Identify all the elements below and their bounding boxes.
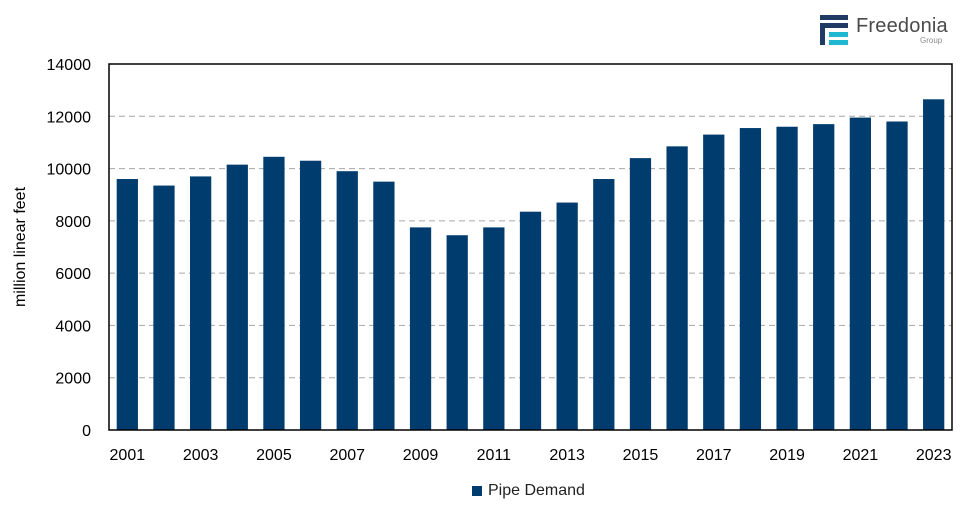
bar-2016 [666,146,688,430]
y-tick-label: 6000 [55,266,91,283]
bar-2017 [703,134,725,431]
bar-2022 [886,121,908,430]
logo-wordmark: Freedonia [856,15,948,37]
bar-2008 [373,181,395,430]
bar-2009 [409,227,432,430]
y-tick-label: 10000 [47,162,92,179]
x-tick-label: 2007 [329,447,365,464]
x-axis-ticks: 2001 2003 2005 2007 2009 2011 2013 2015 2017 2019… [110,447,952,464]
bar-2018 [739,128,762,431]
logo-subtext: Group [920,36,943,45]
x-tick-label: 2003 [183,447,219,464]
freedonia-logo: Freedonia Group [818,13,968,53]
plot-area-frame [108,63,953,431]
x-tick-label: 2005 [256,447,292,464]
legend-label: Pipe Demand [488,482,585,499]
legend-swatch [472,486,482,496]
bar-2015 [629,158,652,430]
x-tick-label: 2001 [110,447,146,464]
x-tick-label: 2023 [916,447,952,464]
x-tick-label: 2021 [843,447,879,464]
y-tick-label: 8000 [55,214,91,231]
bar-2014 [593,179,615,430]
x-tick-label: 2019 [769,447,805,464]
bar-2002 [153,185,175,430]
x-tick-label: 2011 [477,447,512,464]
x-tick-label: 2013 [549,447,585,464]
bar-2021 [849,117,871,430]
bar-2020 [813,124,835,430]
y-tick-label: 14000 [47,57,92,74]
bar-2004 [226,164,248,430]
freedonia-logo-icon [820,15,848,45]
x-tick-label: 2009 [403,447,439,464]
y-tick-label: 0 [82,423,91,440]
bar-2003 [190,176,212,430]
bar-2023 [923,99,945,431]
bar-2001 [116,179,138,430]
bar-2006 [299,160,322,430]
bar-2011 [483,227,505,430]
bar-2012 [519,211,542,430]
y-axis-label: million linear feet [12,186,29,307]
bar-2019 [776,126,798,430]
x-tick-label: 2017 [696,447,732,464]
y-tick-label: 12000 [47,109,92,126]
y-tick-label: 2000 [55,371,91,388]
x-tick-label: 2015 [623,447,659,464]
bar-series [116,99,945,431]
legend: Pipe Demand [472,482,585,500]
y-axis-ticks: 0 2000 4000 6000 8000 10000 12000 14000 [47,57,92,440]
bar-2013 [556,202,578,430]
bar-2010 [446,235,468,430]
bar-2007 [336,171,358,430]
y-tick-label: 4000 [55,318,91,335]
bar-2005 [263,156,285,431]
